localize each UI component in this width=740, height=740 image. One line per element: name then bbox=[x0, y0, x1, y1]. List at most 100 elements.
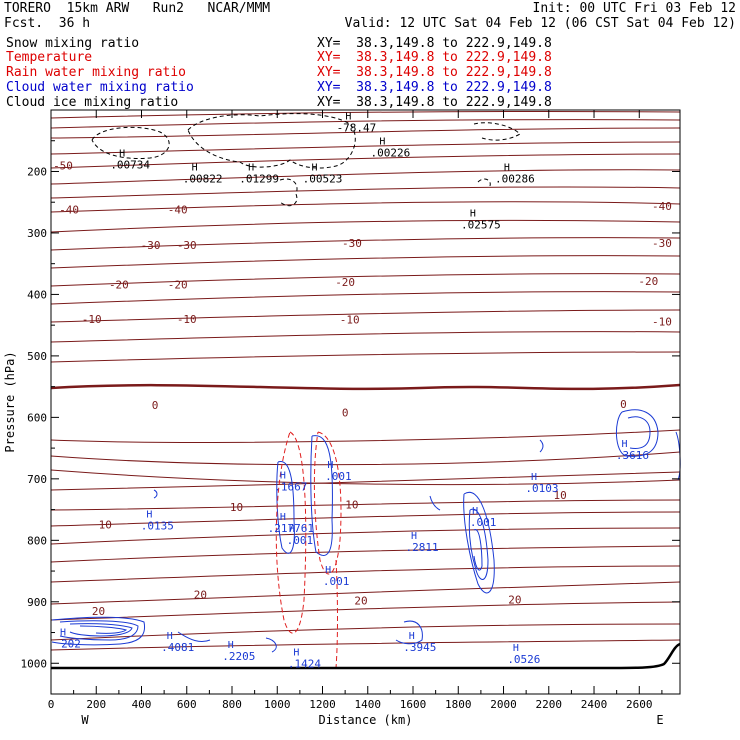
temperature-label: 10 bbox=[230, 501, 243, 514]
maximum-marker: H bbox=[345, 111, 351, 122]
maximum-marker: H bbox=[60, 628, 66, 639]
y-tick-label: 500 bbox=[27, 350, 47, 363]
maximum-marker: H bbox=[531, 472, 537, 483]
temperature-label: 0 bbox=[620, 398, 627, 411]
maximum-value-label: .0526 bbox=[507, 653, 540, 666]
maximum-marker: H bbox=[228, 640, 234, 651]
maximum-marker: H bbox=[167, 631, 173, 642]
temperature-contours bbox=[51, 110, 680, 651]
maximum-value-label: .1667 bbox=[274, 480, 307, 493]
y-tick-label: 800 bbox=[27, 534, 47, 547]
model-title: TORERO 15km ARW Run2 NCAR/MMM bbox=[4, 1, 271, 16]
temperature-label: 10 bbox=[99, 518, 112, 531]
maximum-marker: H bbox=[409, 631, 415, 642]
maximum-value-label: 202 bbox=[61, 638, 81, 651]
maximum-value-label: .00822 bbox=[183, 172, 223, 185]
maximum-marker: H bbox=[293, 647, 299, 658]
field-label-rain: Rain water mixing ratio bbox=[6, 65, 187, 80]
y-tick-label: 300 bbox=[27, 227, 47, 240]
temperature-label: -20 bbox=[168, 279, 188, 292]
x-tick-label: 0 bbox=[48, 698, 55, 711]
temperature-label: -40 bbox=[168, 204, 188, 217]
y-tick-label: 200 bbox=[27, 165, 47, 178]
terrain-surface bbox=[50, 642, 681, 670]
maximum-value-label: .001 bbox=[325, 470, 352, 483]
zero-degree-isotherm bbox=[51, 383, 680, 391]
x-tick-label: 1200 bbox=[309, 698, 336, 711]
temperature-label: -10 bbox=[340, 314, 360, 327]
temperature-label: -40 bbox=[652, 200, 672, 213]
maximum-value-label: .0103 bbox=[525, 482, 558, 495]
maximum-value-label: .00286 bbox=[495, 172, 535, 185]
temperature-label: -10 bbox=[652, 315, 672, 328]
x-tick-label: 200 bbox=[86, 698, 106, 711]
maximum-value-label: .00734 bbox=[110, 158, 150, 171]
maximum-marker: H bbox=[504, 162, 510, 173]
x-tick-label: 2000 bbox=[490, 698, 517, 711]
temperature-label: -20 bbox=[109, 279, 129, 292]
y-tick-label: 400 bbox=[27, 288, 47, 301]
forecast-hour: Fcst. 36 h bbox=[4, 16, 91, 31]
temperature-label: -30 bbox=[141, 239, 161, 252]
maximum-marker: H bbox=[621, 439, 627, 450]
y-tick-label: 600 bbox=[27, 411, 47, 424]
field-xy-cloud-ice: XY= 38.3,149.8 to 222.9,149.8 bbox=[317, 95, 552, 110]
maximum-marker: H bbox=[327, 460, 333, 471]
maximum-marker: H bbox=[470, 208, 476, 219]
maximum-value-label: .2811 bbox=[406, 541, 439, 554]
x-tick-label: 2400 bbox=[581, 698, 608, 711]
temperature-label: 0 bbox=[152, 399, 159, 412]
temperature-label: 10 bbox=[345, 499, 358, 512]
maximum-marker: H bbox=[119, 148, 125, 159]
temperature-label: -30 bbox=[177, 239, 197, 252]
y-tick-label: 700 bbox=[27, 473, 47, 486]
field-label-snow: Snow mixing ratio bbox=[6, 36, 140, 51]
maximum-marker: H bbox=[146, 510, 152, 521]
temperature-label: -10 bbox=[82, 313, 102, 326]
x-tick-label: 400 bbox=[132, 698, 152, 711]
maximum-value-label: -78.47 bbox=[337, 121, 377, 134]
temperature-label: 20 bbox=[508, 593, 521, 606]
ice-snow-contours bbox=[91, 113, 521, 207]
maximum-marker: H bbox=[325, 565, 331, 576]
temperature-label: 10 bbox=[553, 489, 566, 502]
field-label-cloud-water: Cloud water mixing ratio bbox=[6, 80, 194, 95]
maximum-value-label: .001 bbox=[287, 534, 314, 547]
maximum-marker: H bbox=[472, 506, 478, 517]
x-tick-label: 2600 bbox=[626, 698, 653, 711]
x-tick-label: 800 bbox=[222, 698, 242, 711]
temperature-label: 0 bbox=[342, 406, 349, 419]
maximum-value-label: .4081 bbox=[161, 641, 194, 654]
field-xy-temperature: XY= 38.3,149.8 to 222.9,149.8 bbox=[317, 50, 552, 65]
init-time: Init: 00 UTC Fri 03 Feb 12 bbox=[532, 1, 737, 16]
x-tick-label: 600 bbox=[177, 698, 197, 711]
maximum-value-label: .0135 bbox=[141, 520, 174, 533]
maximum-value-label: .001 bbox=[323, 575, 350, 588]
field-label-temperature: Temperature bbox=[6, 50, 93, 65]
y-axis-title: Pressure (hPa) bbox=[3, 351, 17, 452]
contour-labels: -50 -40 -40 -40 -30 -30 -30 -30 -20 -20 -20 -20 -10 -… bbox=[53, 111, 672, 670]
x-tick-label: 2200 bbox=[536, 698, 563, 711]
x-tick-label: 1600 bbox=[400, 698, 427, 711]
west-label: W bbox=[81, 713, 89, 727]
rain-water-contours bbox=[275, 431, 342, 669]
x-tick-label: 1400 bbox=[355, 698, 382, 711]
maximum-value-label: .3945 bbox=[403, 641, 436, 654]
temperature-label: -20 bbox=[638, 275, 658, 288]
temperature-label: -40 bbox=[59, 204, 79, 217]
temperature-label: -50 bbox=[53, 159, 73, 172]
axes: 0 200 400 600 800 1000 1200 1400 1600 1800 2000 220… bbox=[3, 110, 680, 727]
maximum-marker: H bbox=[411, 531, 417, 542]
maximum-marker: H bbox=[379, 137, 385, 148]
maximum-value-label: .2205 bbox=[222, 650, 255, 663]
maximum-value-label: .3616 bbox=[616, 449, 649, 462]
maximum-value-label: .02575 bbox=[461, 218, 501, 231]
temperature-label: -20 bbox=[335, 276, 355, 289]
temperature-label: -30 bbox=[652, 237, 672, 250]
x-tick-label: 1800 bbox=[445, 698, 472, 711]
maximum-marker: H bbox=[248, 162, 254, 173]
maximum-value-label: .1424 bbox=[288, 657, 321, 670]
maximum-value-label: .00226 bbox=[371, 147, 411, 160]
maximum-value-label: .00523 bbox=[303, 172, 343, 185]
